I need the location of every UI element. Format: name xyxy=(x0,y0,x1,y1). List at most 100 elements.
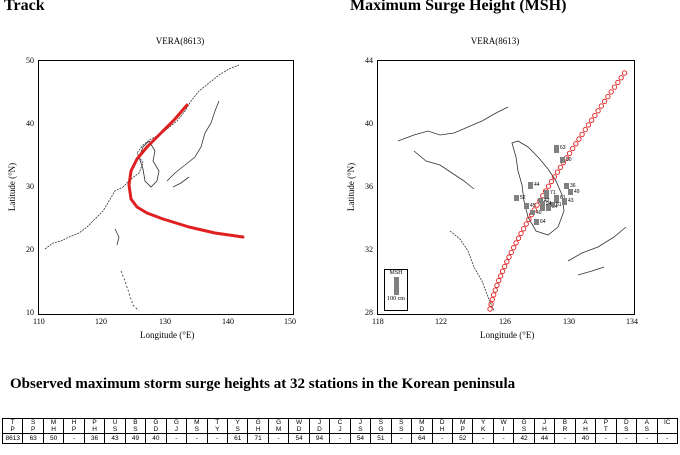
msh-ylabel: Latitude (°N) xyxy=(346,162,357,212)
surge-value-cell: 49 xyxy=(124,433,147,444)
track-map-korea xyxy=(138,140,160,188)
station-code-line1: Y xyxy=(235,419,240,427)
station-code-line2: S xyxy=(235,426,240,433)
surge-value-cell: 54 xyxy=(349,433,372,444)
msh-map-china-coast xyxy=(449,230,495,312)
station-code-line1: J xyxy=(358,419,363,427)
msh-map-frame: 63504436527161434954644540425194 MSH 100… xyxy=(377,60,635,315)
station-code-line1: J xyxy=(542,419,547,427)
track-point xyxy=(605,93,611,100)
station-code-line2: H xyxy=(542,426,547,433)
surge-value-cell: 40 xyxy=(145,433,167,444)
station-code-line1: M xyxy=(194,419,200,427)
surge-bar-label: 52 xyxy=(520,195,526,201)
surge-bar xyxy=(550,202,555,207)
surge-value-cell: - xyxy=(431,433,453,444)
station-code-line2: I xyxy=(502,426,505,433)
track-point xyxy=(621,70,628,76)
station-code-line1: T xyxy=(10,419,15,427)
station-code-line2: S xyxy=(112,426,118,433)
surge-bar xyxy=(514,195,519,201)
track-point xyxy=(585,122,592,128)
track-point xyxy=(497,273,504,279)
table-heading: Observed maximum storm surge heights at … xyxy=(10,376,516,392)
surge-bar-label: 64 xyxy=(540,219,546,225)
station-code-line2: S xyxy=(624,426,629,433)
msh-y-tick: 44 xyxy=(365,56,373,65)
track-point xyxy=(508,249,514,256)
station-code-line2: R xyxy=(562,426,568,433)
station-code-cell: IC xyxy=(656,418,678,434)
surge-bar-label: 94 xyxy=(546,201,552,207)
track-point xyxy=(557,164,564,171)
station-code-line1: C xyxy=(337,419,343,427)
station-code-line2: D xyxy=(153,426,159,433)
surge-value-cell: - xyxy=(615,433,638,444)
surge-value-cell: 43 xyxy=(104,433,126,444)
surge-value-cell: - xyxy=(63,433,85,444)
msh-bars: 63504436527161434954644540425194 xyxy=(514,145,580,225)
track-point xyxy=(510,244,517,251)
station-code-line2: P xyxy=(10,426,15,433)
msh-xlabel: Longitude (°E) xyxy=(480,330,535,340)
track-x-tick: 120 xyxy=(95,317,107,326)
surge-value-cell: - xyxy=(472,433,494,444)
surge-bar xyxy=(530,210,535,215)
msh-legend-scale: 100 cm xyxy=(387,296,405,302)
track-point xyxy=(518,230,524,237)
track-map-canvas xyxy=(44,64,245,312)
station-code-line1: G xyxy=(173,419,179,427)
track-map-frame xyxy=(38,60,294,315)
station-code-line2: H xyxy=(92,426,97,433)
station-code-line2: H xyxy=(255,426,261,433)
surge-value-cell: 71 xyxy=(247,433,269,444)
station-code-line2: J xyxy=(338,426,342,433)
surge-bar xyxy=(540,201,545,211)
track-line xyxy=(127,103,245,239)
msh-map-canvas: 63504436527161434954644540425194 xyxy=(397,70,628,312)
surge-value-cell: 36 xyxy=(83,433,106,444)
surge-value-cell: - xyxy=(165,433,188,444)
track-point xyxy=(513,240,519,246)
surge-bar-label: 49 xyxy=(574,189,580,195)
track-ylabel: Latitude (°N) xyxy=(7,162,18,212)
track-x-tick: 140 xyxy=(222,317,234,326)
surge-bar-label: 51 xyxy=(556,202,562,208)
surge-value-cell: - xyxy=(636,433,658,444)
track-point xyxy=(595,108,601,114)
surge-value-cell: - xyxy=(206,433,228,444)
station-code-line2: P xyxy=(460,426,465,433)
msh-y-tick: 36 xyxy=(365,182,373,191)
msh-track xyxy=(487,70,628,312)
station-code-line1: P xyxy=(603,419,609,427)
station-code-line2: T xyxy=(603,426,608,433)
surge-bar-label: 50 xyxy=(566,157,572,163)
station-code-line2: M xyxy=(275,426,282,433)
msh-legend-bar xyxy=(393,277,399,295)
msh-x-tick: 126 xyxy=(499,317,511,326)
station-code-line2: K xyxy=(480,426,486,433)
track-map-philippines xyxy=(120,270,140,312)
track-point xyxy=(573,141,579,147)
surge-bar-label: 36 xyxy=(570,183,576,189)
track-point xyxy=(526,216,532,222)
station-code-line1: B xyxy=(133,419,138,427)
track-point xyxy=(506,254,512,260)
surge-value-cell: - xyxy=(186,433,208,444)
surge-value-cell: 40 xyxy=(574,433,597,444)
station-code-line2: S xyxy=(194,426,199,433)
